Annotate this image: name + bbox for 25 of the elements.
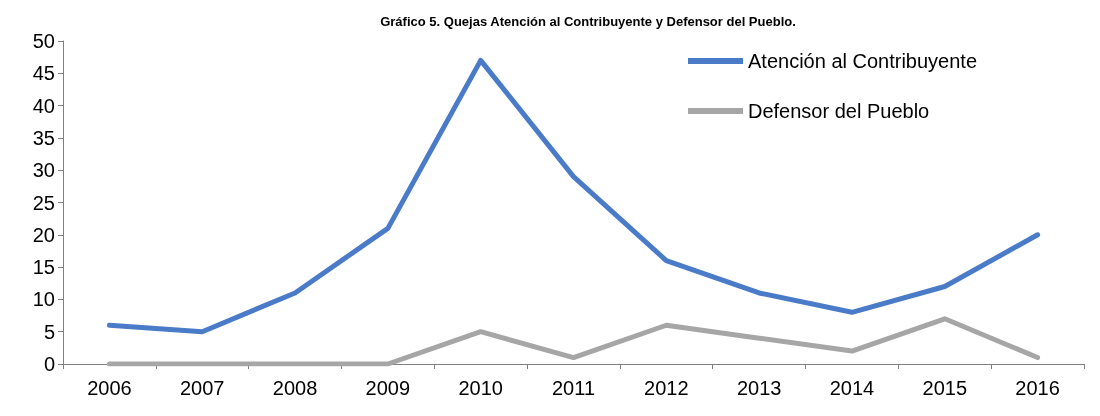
y-tick-label: 30 <box>32 159 55 182</box>
y-tick-label: 50 <box>32 30 55 52</box>
x-tick-label: 2007 <box>179 377 225 399</box>
x-tick-label: 2013 <box>736 377 782 399</box>
chart-title: Gráfico 5. Quejas Atención al Contribuyente y Defensor del Pueblo. <box>380 14 796 29</box>
x-tick-label: 2012 <box>644 377 689 399</box>
x-tick-label: 2006 <box>87 377 132 399</box>
legend-label: Defensor del Pueblo <box>748 100 930 122</box>
y-tick-label: 0 <box>43 353 55 375</box>
x-tick-label: 2015 <box>922 377 968 399</box>
x-tick-label: 2008 <box>272 377 318 399</box>
x-tick-label: 2011 <box>551 377 596 399</box>
x-tick-label: 2014 <box>829 377 875 399</box>
y-tick-label: 35 <box>32 126 55 149</box>
y-tick-label: 25 <box>32 191 55 214</box>
y-tick-label: 5 <box>43 320 55 343</box>
y-tick-label: 45 <box>32 62 55 85</box>
legend-label: Atención al Contribuyente <box>748 50 978 72</box>
x-tick-label: 2009 <box>365 377 411 399</box>
x-tick-label: 2010 <box>458 377 503 399</box>
y-tick-label: 15 <box>32 256 55 279</box>
y-tick-label: 20 <box>32 223 55 246</box>
y-tick-label: 10 <box>32 288 55 311</box>
x-tick-label: 2016 <box>1015 377 1060 399</box>
y-tick-label: 40 <box>32 94 55 117</box>
